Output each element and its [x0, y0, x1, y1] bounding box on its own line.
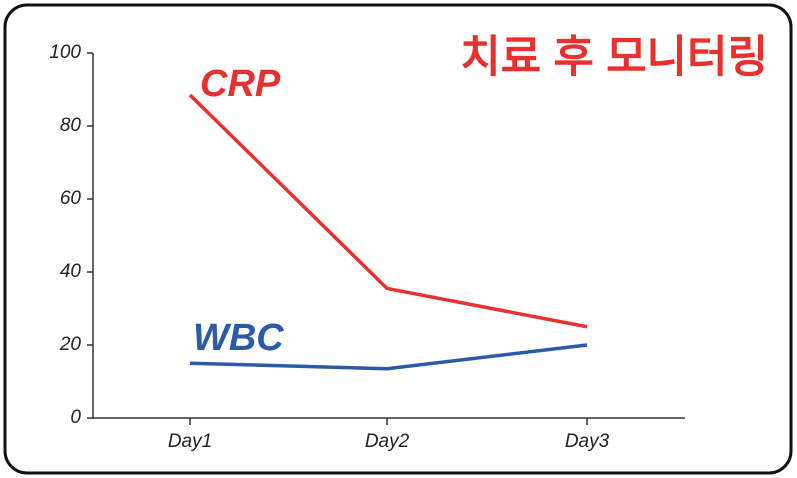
y-tick-label: 80	[60, 115, 82, 136]
x-tick-label: Day2	[365, 431, 410, 452]
y-tick-label: 20	[59, 334, 82, 355]
y-tick-label: 60	[60, 188, 82, 209]
x-tick-label: Day3	[565, 431, 610, 452]
y-tick-label: 100	[49, 42, 81, 63]
x-tick-label: Day1	[168, 431, 212, 452]
chart-title: 치료 후 모니터링	[460, 33, 768, 82]
y-tick-label: 0	[70, 407, 81, 428]
series-line	[189, 343, 588, 371]
series-label: WBC	[193, 317, 284, 359]
series-label: CRP	[200, 63, 281, 105]
y-tick-label: 40	[60, 261, 82, 282]
frame	[3, 3, 793, 475]
series-line	[188, 93, 588, 329]
